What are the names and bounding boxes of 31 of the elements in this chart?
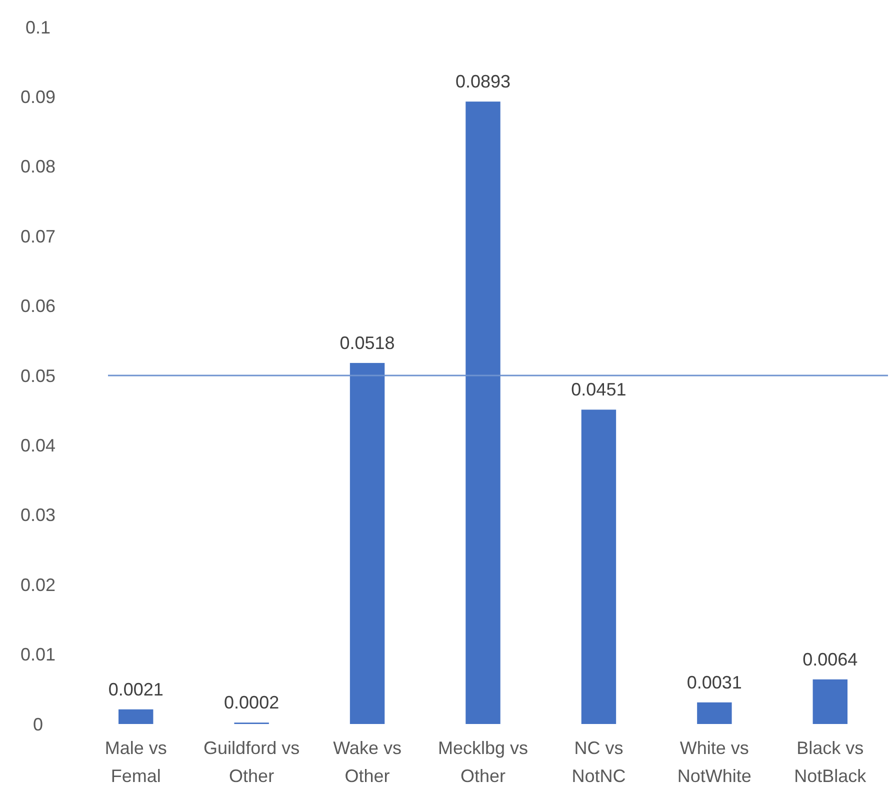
y-tick-label: 0.03 <box>20 505 56 526</box>
x-tick-label: NC vs NotNC <box>572 738 626 786</box>
y-tick-label: 0.07 <box>20 226 56 246</box>
bar <box>118 709 154 724</box>
data-label: 0.0451 <box>571 380 626 400</box>
bar <box>466 102 500 724</box>
data-label: 0.0518 <box>340 332 395 353</box>
y-tick-label: 0.06 <box>20 296 56 316</box>
data-label: 0.0893 <box>455 72 511 92</box>
x-tick-label: White vs NotWhite <box>677 738 752 786</box>
y-tick-label: 0.09 <box>20 87 56 107</box>
y-tick-label: 0.1 <box>25 17 51 38</box>
bar <box>350 362 385 724</box>
data-label: 0.0002 <box>224 692 280 713</box>
y-tick-label: 0.01 <box>20 644 56 665</box>
y-tick-label: 0.02 <box>20 574 56 595</box>
bar <box>697 702 732 724</box>
data-label: 0.0064 <box>802 649 858 670</box>
x-tick-label: Wake vs Other <box>333 738 402 786</box>
data-label: 0.0021 <box>108 679 164 700</box>
bar <box>812 679 848 724</box>
x-tick-label: Black vs NotBlack <box>794 738 868 786</box>
y-tick-label: 0.05 <box>20 366 56 386</box>
x-tick-label: Guildford vs Other <box>204 738 300 786</box>
y-tick-label: 0 <box>32 714 44 734</box>
x-tick-label: Male vs Femal <box>104 738 167 786</box>
y-tick-label: 0.04 <box>20 436 56 456</box>
data-label: 0.0031 <box>686 672 742 692</box>
bar <box>581 410 616 724</box>
x-tick-label: Mecklbg vs Other <box>438 738 528 786</box>
y-tick-label: 0.08 <box>20 156 56 177</box>
